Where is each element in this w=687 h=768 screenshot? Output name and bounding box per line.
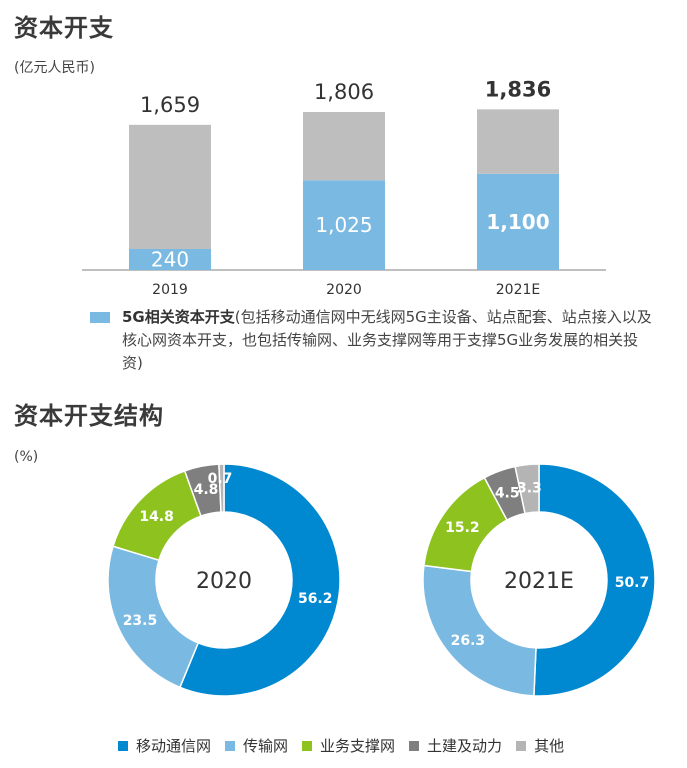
legend-5g-text: 5G相关资本开支(包括移动通信网中无线网5G主设备、站点配套、站点接入以及核心网… <box>122 306 652 375</box>
bar-total-label-2020: 1,806 <box>314 80 374 104</box>
donut-legend-swatch <box>516 740 527 751</box>
donut-2021E-label-业务支撑网: 15.2 <box>445 520 480 536</box>
donut-legend-item: 业务支撑网 <box>302 735 395 756</box>
legend-5g-desc: (包括移动通信网中无线网5G主设备、站点配套、站点接入以及核心网资本开支，也包括… <box>122 308 652 372</box>
bar-5g-2019 <box>129 249 211 270</box>
donut-legend-label: 业务支撑网 <box>320 737 396 755</box>
donut-legend-item: 其他 <box>516 735 564 756</box>
bar-other-2020 <box>303 111 385 181</box>
donut-legend-item: 土建及动力 <box>409 735 502 756</box>
donut-legend: 移动通信网 传输网 业务支撑网 土建及动力 其他 <box>118 735 564 756</box>
bar-5g-label-2021E: 1,100 <box>486 210 549 234</box>
donut-center-label-2020: 2020 <box>196 569 252 594</box>
donut-2021E-slice-移动通信网 <box>533 463 656 697</box>
bar-other-2019 <box>129 124 211 249</box>
donut-2020-label-其他: 0.7 <box>208 471 233 487</box>
x-tick-label-2020: 2020 <box>326 282 362 298</box>
donut-legend-swatch <box>409 740 420 751</box>
donut-2021E-slice-传输网 <box>422 564 537 697</box>
bar-5g-2020 <box>303 180 385 270</box>
donut-legend-label: 土建及动力 <box>427 737 503 755</box>
donut-2021E-label-传输网: 26.3 <box>451 633 486 649</box>
donut-center-label-2021E: 2021E <box>504 569 574 594</box>
donut-legend-swatch <box>302 740 313 751</box>
donut-legend-swatch <box>225 740 236 751</box>
donut-2021E-label-其他: 3.3 <box>517 480 542 496</box>
structure-unit: (%) <box>14 449 39 465</box>
donut-legend-swatch <box>118 740 128 751</box>
donut-2020-slice-移动通信网 <box>178 463 341 697</box>
donut-legend-item: 移动通信网 <box>118 735 211 756</box>
bar-5g-label-2020: 1,025 <box>315 213 372 237</box>
donut-legend-label: 移动通信网 <box>136 737 212 755</box>
capex-title: 资本开支 <box>14 14 114 42</box>
donut-legend-label: 其他 <box>534 737 565 755</box>
bar-total-label-2019: 1,659 <box>140 93 200 117</box>
legend-5g-bold: 5G相关资本开支 <box>122 308 235 326</box>
bar-5g-label-2019: 240 <box>151 248 189 272</box>
bar-5g-2021E <box>477 173 559 270</box>
donut-2021E-label-土建及动力: 4.5 <box>495 486 520 502</box>
structure-title: 资本开支结构 <box>14 402 164 430</box>
capex-bar-chart: 240 1,659 2019 1,025 1,806 2020 1,100 1,836 2021… <box>82 77 606 298</box>
x-tick-label-2021E: 2021E <box>496 282 540 298</box>
x-tick-label-2019: 2019 <box>152 282 188 298</box>
donut-2021E-label-移动通信网: 50.7 <box>615 575 650 591</box>
donut-2020-slice-传输网 <box>107 545 200 689</box>
donut-2020-slice-其他 <box>218 463 225 513</box>
donut-2020-label-传输网: 23.5 <box>123 613 158 629</box>
capex-structure-donuts: 56.2 23.5 14.8 4.80.7 2020 50.7 26.3 15.2 4.53.3… <box>107 463 656 697</box>
donut-legend-item: 传输网 <box>225 735 288 756</box>
bar-other-2021E <box>477 109 559 174</box>
capex-unit: (亿元人民币) <box>14 60 95 76</box>
donut-2020-label-业务支撑网: 14.8 <box>139 509 174 525</box>
donut-2020-label-土建及动力: 4.8 <box>194 482 219 498</box>
donut-2020-label-移动通信网: 56.2 <box>298 591 333 607</box>
bar-total-label-2021E: 1,836 <box>485 77 551 101</box>
donut-2021E-slice-其他 <box>514 463 540 515</box>
legend-5g-swatch <box>90 312 110 323</box>
donut-legend-label: 传输网 <box>243 737 289 755</box>
